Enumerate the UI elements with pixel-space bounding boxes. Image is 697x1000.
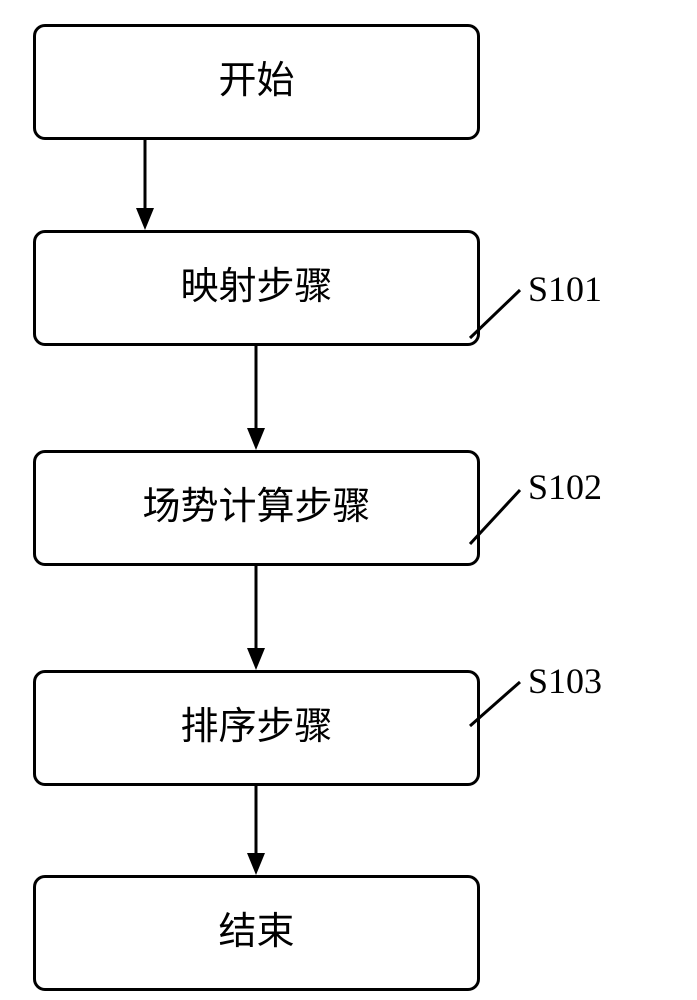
node-text: 结束 xyxy=(218,912,294,954)
label-leader xyxy=(469,489,521,545)
flowchart-arrow xyxy=(245,786,267,875)
node-text: 开始 xyxy=(218,61,294,103)
flowchart-arrow xyxy=(245,566,267,670)
step-label-s101: S101 xyxy=(528,268,602,310)
flowchart-node-start: 开始 xyxy=(33,24,480,140)
step-label-s102: S102 xyxy=(528,466,602,508)
label-leader xyxy=(469,681,521,727)
flowchart-node-s103: 排序步骤 xyxy=(33,670,480,786)
flowchart-node-s102: 场势计算步骤 xyxy=(33,450,480,566)
flowchart-node-s101: 映射步骤 xyxy=(33,230,480,346)
flowchart-arrow xyxy=(245,346,267,450)
node-text: 场势计算步骤 xyxy=(142,487,370,529)
label-leader xyxy=(469,289,521,339)
node-text: 映射步骤 xyxy=(180,267,332,309)
flowchart-node-end: 结束 xyxy=(33,875,480,991)
node-text: 排序步骤 xyxy=(180,707,332,749)
step-label-s103: S103 xyxy=(528,660,602,702)
flowchart-arrow xyxy=(134,140,156,230)
flowchart-canvas: 开始映射步骤场势计算步骤排序步骤结束 S101 S102 S103 xyxy=(0,0,697,1000)
